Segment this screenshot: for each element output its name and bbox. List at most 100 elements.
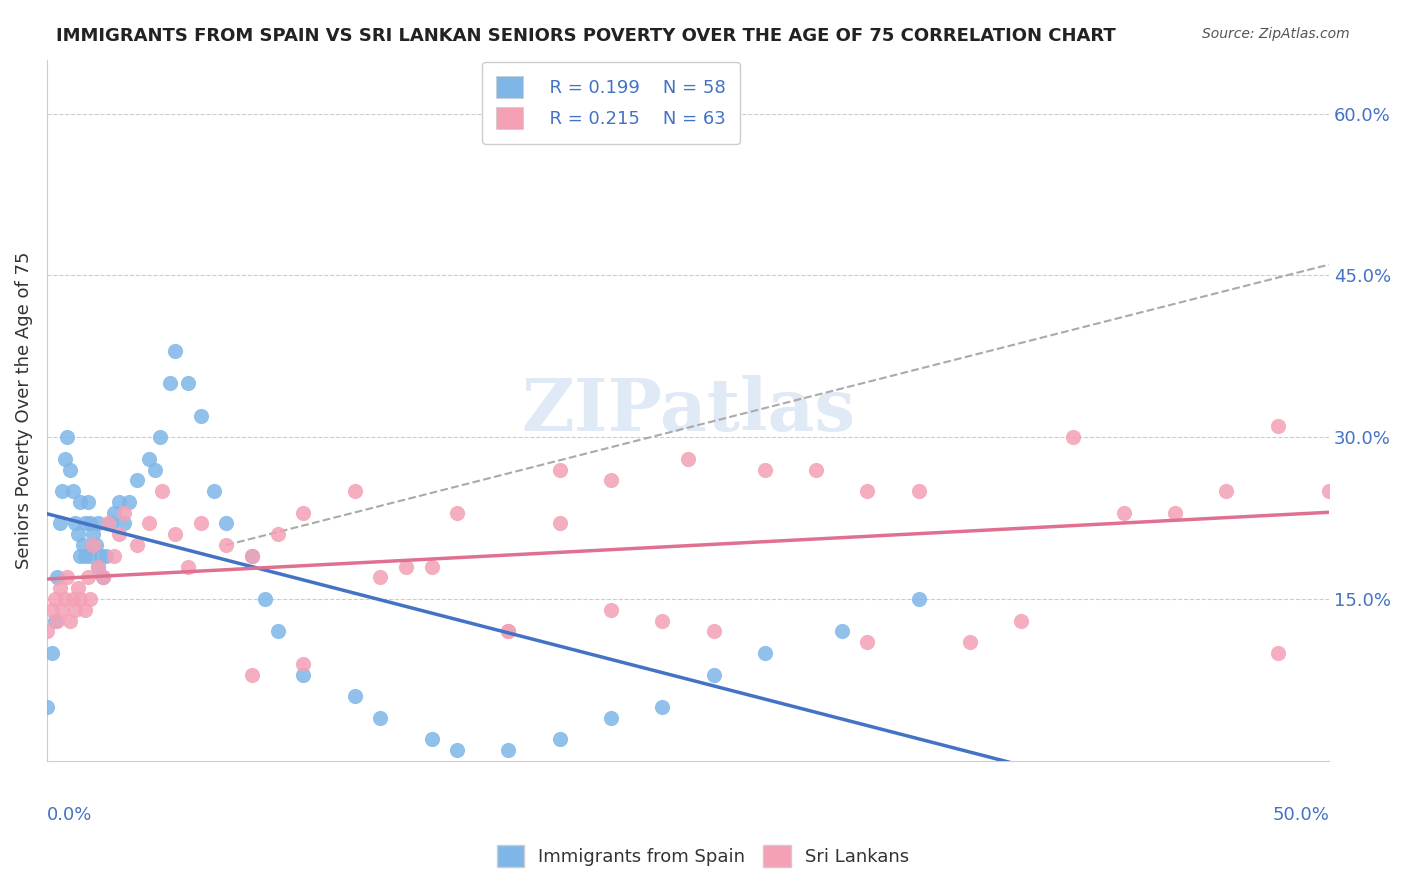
Text: Source: ZipAtlas.com: Source: ZipAtlas.com (1202, 27, 1350, 41)
Point (215, 538, 238, 552)
Point (1062, 430, 1084, 444)
Point (63, 516, 86, 531)
Point (72, 538, 94, 552)
Point (51, 484, 73, 499)
Point (856, 635, 879, 649)
Point (66, 527, 89, 541)
Point (46, 570, 69, 584)
Text: IMMIGRANTS FROM SPAIN VS SRI LANKAN SENIORS POVERTY OVER THE AGE OF 75 CORRELATI: IMMIGRANTS FROM SPAIN VS SRI LANKAN SENI… (56, 27, 1116, 45)
Point (48, 516, 70, 531)
Point (907, 484, 929, 499)
Point (395, 559, 418, 574)
Point (143, 462, 166, 476)
Point (100, 516, 122, 531)
Point (44, 614, 66, 628)
Point (165, 527, 187, 541)
Point (77, 495, 100, 509)
Legend:   R = 0.199    N = 58,   R = 0.215    N = 63: R = 0.199 N = 58, R = 0.215 N = 63 (482, 62, 740, 144)
Point (159, 376, 181, 391)
Point (125, 473, 148, 487)
Point (1317, 484, 1340, 499)
Point (959, 635, 981, 649)
Point (69, 549, 91, 563)
Point (703, 667, 725, 681)
Point (1010, 614, 1032, 628)
Point (150, 484, 173, 499)
Point (253, 592, 276, 607)
Point (87, 559, 110, 574)
Point (498, 743, 520, 757)
Point (125, 538, 148, 552)
Point (1267, 419, 1289, 434)
Point (651, 614, 673, 628)
Point (266, 624, 288, 639)
Point (56, 430, 79, 444)
Point (87, 559, 110, 574)
Point (118, 495, 141, 509)
Point (91, 570, 114, 584)
Point (41, 646, 63, 660)
Point (107, 527, 129, 541)
Point (831, 624, 853, 639)
Point (292, 506, 315, 520)
Point (368, 570, 391, 584)
Point (907, 592, 929, 607)
Point (62, 484, 84, 499)
Point (177, 376, 200, 391)
Point (82, 538, 104, 552)
Text: ZIPatlas: ZIPatlas (520, 375, 855, 446)
Point (44, 592, 66, 607)
Point (498, 624, 520, 639)
Point (600, 711, 623, 725)
Point (69, 495, 91, 509)
Point (84, 538, 107, 552)
Point (215, 516, 238, 531)
Point (75, 603, 97, 617)
Point (177, 559, 200, 574)
Point (90, 549, 112, 563)
Point (48, 581, 70, 595)
Point (149, 430, 172, 444)
Point (53, 451, 76, 466)
Point (77, 570, 100, 584)
Text: 50.0%: 50.0% (1272, 806, 1329, 824)
Point (548, 462, 571, 476)
Point (79, 549, 101, 563)
Point (292, 657, 315, 671)
Point (66, 581, 89, 595)
Point (498, 624, 520, 639)
Point (46, 614, 69, 628)
Point (56, 570, 79, 584)
Point (240, 549, 263, 563)
Point (754, 462, 776, 476)
Point (446, 506, 468, 520)
Point (63, 603, 86, 617)
Point (35, 699, 58, 714)
Point (1112, 506, 1135, 520)
Point (600, 603, 623, 617)
Point (420, 732, 443, 747)
Point (138, 451, 160, 466)
Point (600, 473, 623, 487)
Point (202, 484, 225, 499)
Point (107, 495, 129, 509)
Point (103, 549, 125, 563)
Point (676, 451, 699, 466)
Point (190, 409, 212, 423)
Legend: Immigrants from Spain, Sri Lankans: Immigrants from Spain, Sri Lankans (489, 838, 917, 874)
Point (75, 516, 97, 531)
Point (82, 527, 104, 541)
Point (804, 462, 827, 476)
Point (97, 516, 120, 531)
Point (703, 624, 725, 639)
Point (69, 592, 91, 607)
Point (94, 549, 117, 563)
Point (754, 646, 776, 660)
Point (112, 506, 135, 520)
Y-axis label: Seniors Poverty Over the Age of 75: Seniors Poverty Over the Age of 75 (15, 252, 32, 569)
Point (343, 484, 366, 499)
Point (59, 462, 82, 476)
Point (1215, 484, 1237, 499)
Point (79, 516, 101, 531)
Point (1164, 506, 1187, 520)
